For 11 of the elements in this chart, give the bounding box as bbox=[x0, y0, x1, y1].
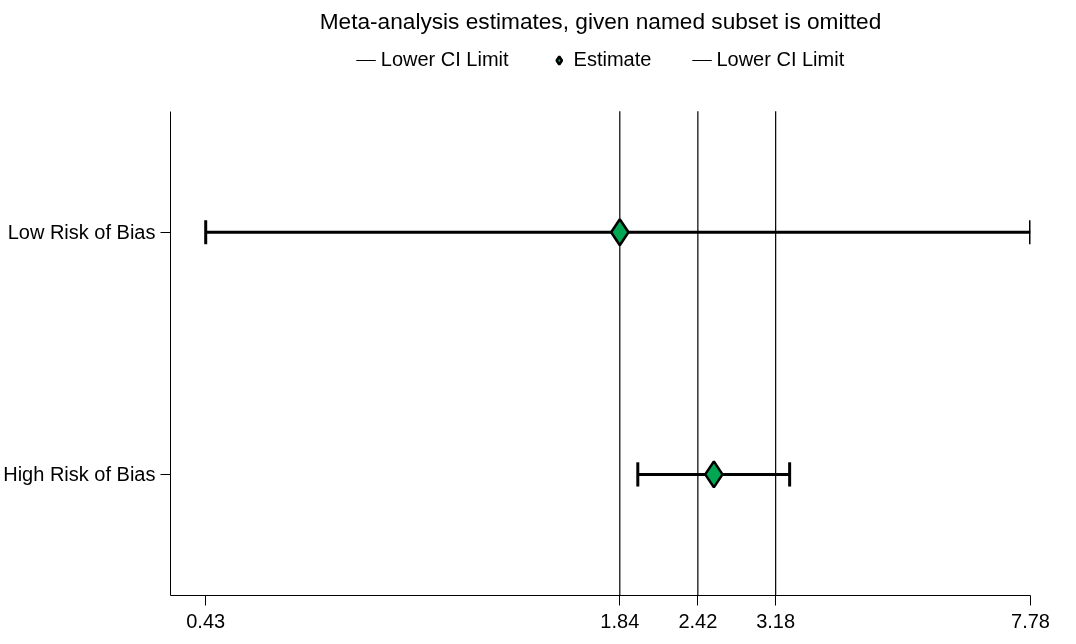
x-tick-label: 3.18 bbox=[756, 609, 796, 632]
chart-title: Meta-analysis estimates, given named subset is omitted bbox=[319, 7, 882, 34]
legend-label: Lower CI Limit bbox=[380, 48, 509, 71]
x-tick-label: 7.78 bbox=[1011, 609, 1050, 632]
legend-label: Estimate bbox=[573, 48, 652, 71]
ref-line-label: Lower CI Limit bbox=[716, 48, 845, 71]
x-tick-label: 0.43 bbox=[186, 609, 226, 632]
y-tick-label: Low Risk of Bias bbox=[7, 221, 156, 244]
x-tick-label: 2.42 bbox=[678, 609, 718, 632]
y-tick-label: High Risk of Bias bbox=[3, 463, 156, 486]
x-tick-label: 1.84 bbox=[600, 609, 640, 632]
